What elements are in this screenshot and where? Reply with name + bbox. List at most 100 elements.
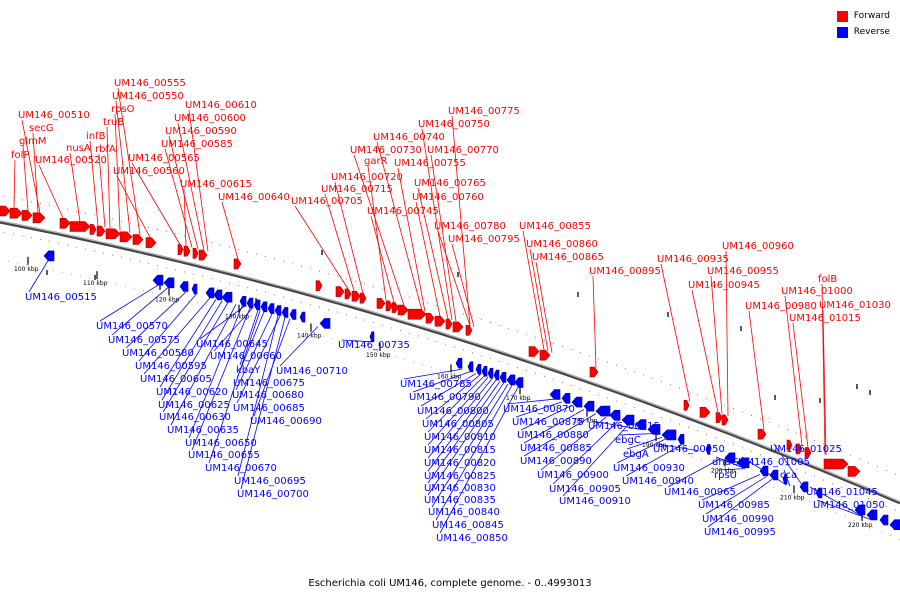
guide-dot bbox=[350, 343, 351, 345]
guide-dot bbox=[683, 452, 684, 454]
forward-label-leader bbox=[334, 181, 364, 294]
guide-dot bbox=[553, 378, 554, 380]
reverse-gene-label: UM146_00885 bbox=[520, 443, 592, 454]
reverse-label-leader bbox=[523, 409, 585, 444]
forward-gene bbox=[335, 286, 345, 297]
reverse-gene-label: UM146_00845 bbox=[432, 520, 504, 531]
forward-label-leader bbox=[821, 283, 826, 455]
guide-dot bbox=[323, 335, 324, 337]
guide-dot bbox=[760, 418, 761, 420]
forward-gene-label: UM146_00795 bbox=[448, 234, 520, 245]
reverse-gene-label: UM146_00950 bbox=[653, 444, 725, 455]
forward-label-leader bbox=[376, 141, 423, 311]
guide-dot bbox=[382, 324, 383, 326]
guide-dot bbox=[850, 490, 851, 492]
reverse-gene-label: UM146_00655 bbox=[188, 450, 260, 461]
scale-tick-label: 220 kbp bbox=[848, 522, 873, 529]
forward-gene bbox=[192, 248, 199, 259]
forward-gene-label: rpsO bbox=[111, 104, 135, 115]
guide-dot bbox=[170, 296, 171, 298]
guide-dot bbox=[202, 275, 203, 277]
forward-gene bbox=[233, 258, 242, 270]
reverse-label-leader bbox=[138, 294, 197, 362]
reverse-gene-label: UM146_00910 bbox=[559, 496, 631, 507]
guide-dot bbox=[238, 249, 239, 250]
forward-label-leader bbox=[529, 248, 549, 352]
reverse-gene bbox=[677, 433, 685, 445]
guide-dot bbox=[499, 325, 500, 326]
guide-dot bbox=[148, 262, 149, 264]
guide-dot bbox=[836, 512, 837, 514]
reverse-label-leader bbox=[701, 474, 761, 501]
guide-dot bbox=[139, 260, 140, 262]
guide-dot bbox=[499, 361, 500, 362]
scale-tick-label: 180 kbp bbox=[573, 418, 598, 425]
guide-dot bbox=[80, 275, 81, 277]
forward-gene-label: UM146_00705 bbox=[291, 196, 363, 207]
guide-dot bbox=[715, 401, 716, 403]
label-leader-lines bbox=[13, 87, 873, 534]
guide-dot bbox=[13, 197, 14, 199]
reverse-gene-label: UM146_00700 bbox=[237, 489, 309, 500]
forward-gene bbox=[359, 292, 367, 304]
guide-dot bbox=[404, 359, 405, 361]
forward-gene-label: UM146_00560 bbox=[113, 166, 185, 177]
guide-dot bbox=[490, 358, 491, 359]
guide-dot bbox=[143, 289, 144, 291]
guide-dot bbox=[814, 476, 815, 477]
guide-dot bbox=[355, 280, 356, 282]
guide-dot bbox=[751, 450, 752, 452]
forward-gene-label: UM146_00585 bbox=[161, 139, 233, 150]
scale-tick-label: 150 kbp bbox=[366, 352, 391, 359]
scale-tick-label: 190 kbp bbox=[642, 442, 667, 449]
guide-dot bbox=[71, 273, 72, 275]
forward-label-leader bbox=[114, 113, 121, 231]
guide-dot bbox=[566, 410, 567, 412]
legend: Forward Reverse bbox=[836, 8, 890, 40]
guide-dot bbox=[571, 385, 572, 386]
forward-gene-label: folB bbox=[818, 274, 837, 285]
reverse-gene-label: UM146_00875 bbox=[512, 417, 584, 428]
guide-dot bbox=[166, 231, 167, 233]
reverse-label-leader bbox=[188, 305, 243, 439]
forward-gene-label: UM146_00895 bbox=[589, 266, 661, 277]
forward-gene bbox=[683, 399, 690, 411]
reverse-gene bbox=[163, 277, 175, 289]
forward-gene bbox=[847, 466, 861, 477]
forward-gene bbox=[89, 224, 97, 235]
guide-dot bbox=[872, 527, 873, 529]
guide-dot bbox=[647, 439, 648, 441]
guide-dot bbox=[791, 494, 792, 496]
guide-dot bbox=[742, 411, 743, 413]
guide-dot bbox=[746, 476, 747, 478]
guide-dot bbox=[625, 403, 626, 405]
guide-dot bbox=[886, 505, 887, 507]
guide-dot bbox=[670, 384, 671, 386]
reverse-label-leader bbox=[715, 456, 741, 468]
forward-gene bbox=[9, 207, 23, 219]
reverse-label-leader bbox=[506, 398, 555, 405]
guide-dot bbox=[211, 278, 212, 280]
forward-gene-label: UM146_00610 bbox=[185, 100, 257, 111]
guide-dot bbox=[193, 237, 194, 239]
guide-dot bbox=[418, 335, 419, 337]
guide-dot bbox=[674, 449, 675, 451]
forward-label-leader bbox=[32, 132, 39, 213]
forward-gene bbox=[465, 324, 473, 336]
guide-dot bbox=[49, 240, 50, 242]
guide-dot bbox=[274, 294, 275, 296]
guide-dot bbox=[881, 531, 882, 533]
forward-gene-label: UM146_01030 bbox=[819, 300, 891, 311]
forward-gene-label: UM146_00760 bbox=[412, 192, 484, 203]
guide-dot bbox=[598, 394, 599, 396]
guide-dot bbox=[503, 390, 504, 391]
forward-gene-label: nusA bbox=[66, 143, 91, 154]
guide-dot bbox=[8, 260, 9, 262]
forward-gene bbox=[385, 300, 393, 312]
reverse-gene bbox=[289, 309, 297, 320]
reverse-label-leader bbox=[99, 284, 159, 322]
guide-dot bbox=[607, 397, 608, 399]
guide-dot bbox=[620, 429, 621, 431]
guide-dot bbox=[706, 433, 707, 435]
